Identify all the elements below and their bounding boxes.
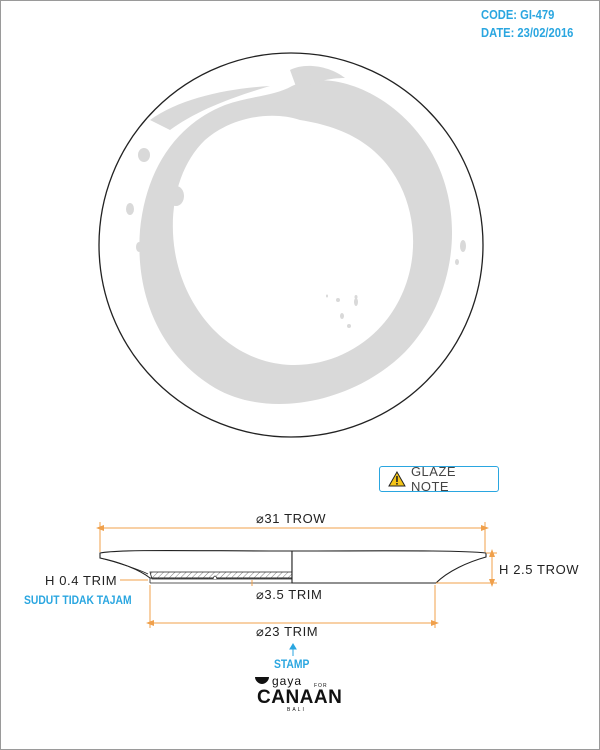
stamp-label: STAMP [274,657,310,671]
section-hatch [149,571,293,580]
section-right-outline [291,550,487,584]
dim-base-diameter-label: ⌀23 TRIM [256,624,319,639]
dim-trim-height-label: H 0.4 TRIM [45,573,118,588]
warning-triangle-icon [388,471,406,487]
logo-canaan-text: CANAAN [257,687,343,708]
dim-top-diameter-label: ⌀31 TROW [256,511,327,526]
bowl-logo-icon [255,677,269,684]
header-info: CODE: GI-479 DATE: 23/02/2016 [481,6,573,42]
edge-note-label: SUDUT TIDAK TAJAM [24,593,132,607]
plate-top-view [98,52,484,438]
section-inner-curve [99,557,149,575]
dim-foot-diameter-label: ⌀3.5 TRIM [256,587,323,602]
dimension-lines [96,522,497,628]
logo-gaya-text: gaya [272,674,303,688]
stamp-arrow [289,643,297,656]
drawing-date: DATE: 23/02/2016 [481,25,574,40]
glaze-note-button[interactable]: GLAZE NOTE [379,464,499,494]
plate-side-section [99,549,487,584]
logo-bali-text: BALI [287,707,306,713]
product-code: CODE: GI-479 [481,7,555,22]
glaze-brush-stroke [126,65,466,405]
glaze-note-label: GLAZE NOTE [410,464,457,494]
logo-for-text: FOR [314,683,328,689]
dim-height-label: H 2.5 TROW [499,562,580,577]
